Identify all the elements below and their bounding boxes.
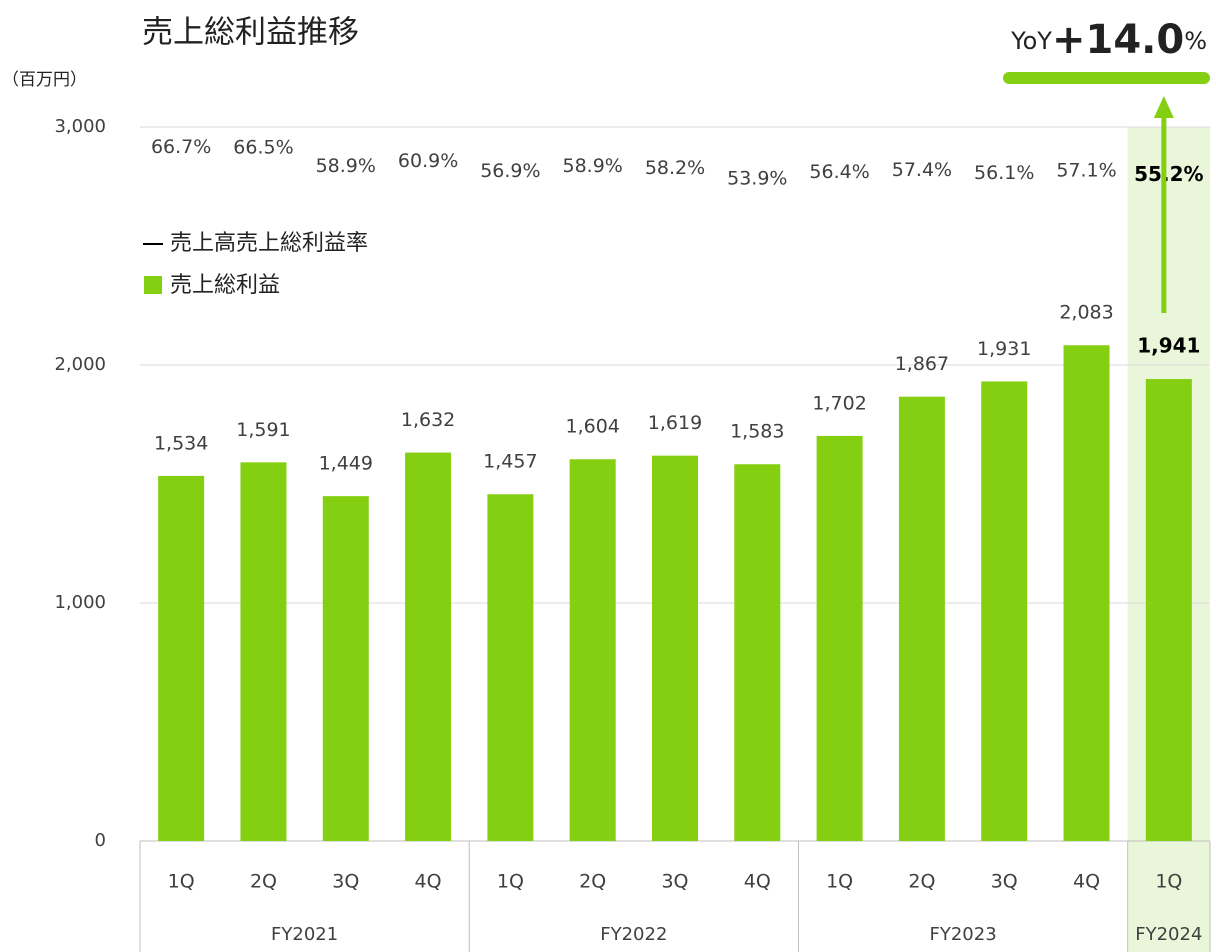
- annotation-underline: [1003, 72, 1210, 84]
- bar: [158, 475, 205, 841]
- bar: [240, 462, 287, 841]
- bar: [816, 435, 863, 841]
- bar-value-label: 1,867: [895, 353, 949, 375]
- rate-value-label: 57.1%: [1056, 160, 1116, 182]
- x-tick-label: 4Q: [1073, 871, 1100, 893]
- bar-value-label: 1,583: [730, 421, 784, 443]
- bar: [652, 455, 698, 841]
- bar-value-label: 1,604: [565, 416, 619, 438]
- annotation: YoY+14.0%: [1010, 17, 1207, 63]
- bar-value-label: 1,619: [648, 412, 702, 434]
- bar: [981, 381, 1028, 841]
- x-tick-label: 2Q: [908, 871, 935, 893]
- bar: [405, 452, 452, 841]
- x-tick-label: 3Q: [332, 871, 359, 893]
- x-tick-label: 1Q: [497, 871, 524, 893]
- x-tick-label: 1Q: [826, 871, 853, 893]
- x-tick-label: 4Q: [744, 871, 771, 893]
- bar: [734, 464, 781, 841]
- rate-value-label: 60.9%: [398, 150, 458, 172]
- y-tick-label: 3,000: [54, 116, 106, 137]
- bar-value-label: 1,449: [319, 453, 373, 475]
- legend-label: 売上総利益: [170, 273, 280, 298]
- bar: [1145, 379, 1192, 841]
- x-group-label: FY2021: [271, 924, 338, 945]
- x-tick-label: 3Q: [661, 871, 688, 893]
- rate-value-label: 56.1%: [974, 162, 1034, 184]
- y-axis-label: （百万円）: [2, 70, 87, 90]
- bar: [569, 459, 616, 841]
- x-group-label: FY2023: [929, 924, 996, 945]
- legend-label: 売上高売上総利益率: [170, 231, 368, 256]
- bar-value-label: 1,702: [812, 392, 866, 414]
- annotation-arrowhead: [1153, 96, 1174, 118]
- rate-value-label: 58.9%: [316, 155, 376, 177]
- bar-value-label: 1,457: [483, 451, 537, 473]
- x-group-label: FY2022: [600, 924, 667, 945]
- chart-title: 売上総利益推移: [142, 15, 359, 51]
- bar-value-label: 1,931: [977, 338, 1031, 360]
- rate-value-label: 58.9%: [563, 155, 623, 177]
- rate-value-label: 66.7%: [151, 136, 211, 158]
- legend-bar-swatch: [144, 276, 162, 294]
- bar-value-label: 1,941: [1137, 334, 1200, 358]
- bar-value-label: 1,591: [236, 419, 290, 441]
- rate-value-label: 56.4%: [809, 161, 869, 183]
- bar: [322, 496, 369, 841]
- y-tick-label: 2,000: [54, 354, 106, 375]
- annotation-unit: %: [1184, 27, 1207, 55]
- bar-value-label: 1,534: [154, 432, 208, 454]
- x-tick-label: 2Q: [250, 871, 277, 893]
- rate-value-label: 56.9%: [480, 160, 540, 182]
- x-tick-label: 2Q: [579, 871, 606, 893]
- x-tick-label: 3Q: [991, 871, 1018, 893]
- bar: [487, 494, 534, 841]
- x-tick-label: 1Q: [1155, 871, 1182, 893]
- annotation-value: +14.0: [1052, 17, 1184, 63]
- rate-value-label: 58.2%: [645, 157, 705, 179]
- rate-value-label: 55.2%: [1134, 162, 1203, 186]
- bar-value-label: 2,083: [1059, 302, 1113, 324]
- bar-value-label: 1,632: [401, 409, 455, 431]
- rate-value-label: 66.5%: [233, 136, 293, 158]
- annotation-prefix: YoY: [1010, 27, 1052, 55]
- y-tick-label: 1,000: [54, 592, 106, 613]
- y-tick-label: 0: [95, 830, 106, 851]
- bar: [1063, 345, 1110, 841]
- rate-value-label: 57.4%: [892, 159, 952, 181]
- rate-value-label: 53.9%: [727, 167, 787, 189]
- x-group-label: FY2024: [1135, 924, 1202, 945]
- x-tick-label: 4Q: [415, 871, 442, 893]
- x-tick-label: 1Q: [168, 871, 195, 893]
- bar: [898, 396, 945, 841]
